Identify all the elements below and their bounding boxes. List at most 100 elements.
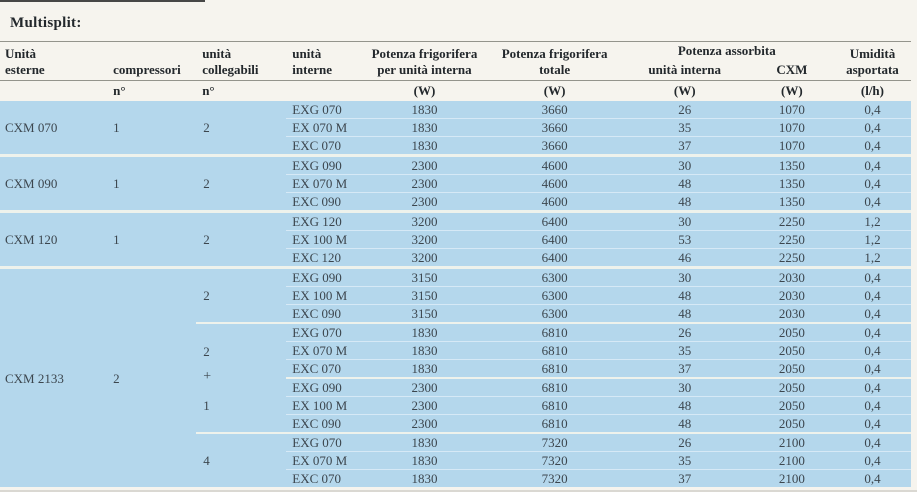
cell-ass-cxm: 2100 [749,469,834,487]
cell-ass-unita-interna: 37 [619,469,750,487]
cell-pf-per-unita: 1830 [359,101,490,119]
table-row: EXC 090 2300 4600 48 1350 0,4 [0,192,911,212]
cell-ass-unita-interna: 26 [619,101,750,119]
cell-pf-per-unita: 1830 [359,451,490,470]
cell-unita-esterne: CXM 120 [0,210,108,268]
table-row: EX 100 M 2300 6810 48 2050 0,4 [0,396,911,415]
table-row: EXC 070 1830 3660 37 1070 0,4 [0,136,911,156]
table-row: EX 100 M 3200 6400 53 2250 1,2 [0,230,911,249]
table-row: CXM 090 1 2 EXG 090 2300 4600 30 1350 0,4 [0,154,911,212]
cell-pf-per-unita: 1830 [359,469,490,487]
cell-umidita: 0,4 [833,414,911,433]
cell-ass-cxm: 2050 [749,341,834,360]
unit-cell-ass-interna: (W) [673,83,696,98]
cell-ass-unita-interna: 30 [619,210,750,231]
cell-pf-per-unita: 1830 [359,118,490,137]
cell-umidita: 0,4 [833,396,911,415]
cell-unita-interne: EX 100 M [286,396,360,415]
cell-umidita: 0,4 [833,377,911,397]
cell-pf-totale: 6400 [489,230,620,249]
cell-umidita: 0,4 [833,192,911,212]
page-edge-mark [0,0,205,2]
col-header-pf-totale: Potenza frigorifera totale [489,41,620,81]
cell-ass-unita-interna: 48 [619,414,750,433]
col-header-unita-interne: unità interne [286,41,360,81]
cell-unita-collegabili: 2 [196,210,287,268]
cell-ass-unita-interna: 30 [619,377,750,397]
cell-ass-cxm: 2250 [749,210,834,231]
cell-ass-unita-interna: 48 [619,192,750,212]
header-line: unità [202,46,232,61]
cell-umidita: 1,2 [833,248,911,268]
cell-ass-unita-interna: 48 [619,286,750,305]
cell-pf-per-unita: 2300 [359,174,490,193]
unit-cell-pf-totale: (W) [543,83,566,98]
unit-cell-empty [286,81,359,102]
cell-compressori: 1 [107,101,197,156]
cell-ass-unita-interna: 46 [619,248,750,268]
cell-ass-unita-interna: 35 [619,451,750,470]
cell-pf-per-unita: 1830 [359,322,490,342]
cell-compressori: 1 [107,154,197,212]
header-row-sublabels: unità interna CXM [0,61,911,81]
cell-pf-per-unita: 2300 [359,377,490,397]
table-row: EX 070 M 1830 7320 35 2100 0,4 [0,451,911,470]
cell-umidita: 0,4 [833,154,911,175]
cell-unita-interne: EXC 090 [286,192,360,212]
cell-unita-collegabili: 1 + [196,369,287,433]
cell-pf-totale: 6400 [489,210,620,231]
cell-ass-cxm: 2250 [749,248,834,268]
cell-unita-interne: EXC 070 [286,469,360,487]
cell-umidita: 0,4 [833,101,911,119]
cell-unita-collegabili: 4 [196,432,287,487]
cell-unita-interne: EX 070 M [286,118,360,137]
cell-ass-unita-interna: 30 [619,154,750,175]
plus-sign: + [203,369,212,384]
cell-ass-cxm: 1350 [749,154,834,175]
cell-umidita: 0,4 [833,469,911,487]
cell-umidita: 0,4 [833,136,911,156]
cell-pf-totale: 4600 [489,174,620,193]
cell-umidita: 0,4 [833,322,911,342]
cell-unita-interne: EXC 090 [286,414,360,433]
cell-unita-interne: EX 070 M [286,451,360,470]
cell-umidita: 0,4 [833,359,911,378]
cell-unita-interne: EXG 070 [286,322,360,342]
cell-pf-per-unita: 3150 [359,304,490,323]
cell-pf-per-unita: 1830 [359,359,490,378]
cell-pf-per-unita: 3200 [359,230,490,249]
cell-ass-unita-interna: 26 [619,322,750,342]
cell-pf-per-unita: 1830 [359,341,490,360]
cell-compressori: 2 [107,266,197,487]
cell-ass-cxm: 1070 [749,136,834,156]
cell-pf-totale: 6810 [489,322,620,342]
header-line: asportata [846,62,899,77]
cell-pf-per-unita: 2300 [359,414,490,433]
table-row: EX 070 M 1830 6810 35 2050 0,4 [0,341,911,360]
cell-unita-interne: EXG 090 [286,266,360,287]
table-row: EXC 120 3200 6400 46 2250 1,2 [0,248,911,268]
cell-unita-interne: EX 070 M [286,341,360,360]
page-title: Multisplit: [10,15,82,31]
cell-unita-interne: EXG 120 [286,210,360,231]
cell-pf-totale: 6810 [489,377,620,397]
cell-pf-per-unita: 3200 [359,248,490,268]
col-header-umidita: Umidità asportata [833,41,911,81]
header-line: interne [292,62,333,77]
cell-umidita: 0,4 [833,286,911,305]
cell-pf-totale: 4600 [489,192,620,212]
header-line: Potenza frigorifera [371,46,478,61]
header-line: compressori [113,62,181,77]
header-line: unità [292,46,322,61]
cell-ass-cxm: 1070 [749,101,834,119]
unit-cell-compressori: n° [113,83,126,98]
cell-ass-unita-interna: 37 [619,136,750,156]
table-row: 2 EXG 070 1830 6810 26 2050 0,4 [0,322,911,378]
col-header-ass-unita-interna: unità interna [619,61,750,81]
table-header: Unità esterne compressori unità collegab… [0,41,911,102]
cell-ass-unita-interna: 48 [619,396,750,415]
header-line: Umidità [849,46,896,61]
cell-unita-interne: EX 100 M [286,230,360,249]
header-line: Unità [5,46,37,61]
table-row: EXC 090 3150 6300 48 2030 0,4 [0,304,911,323]
